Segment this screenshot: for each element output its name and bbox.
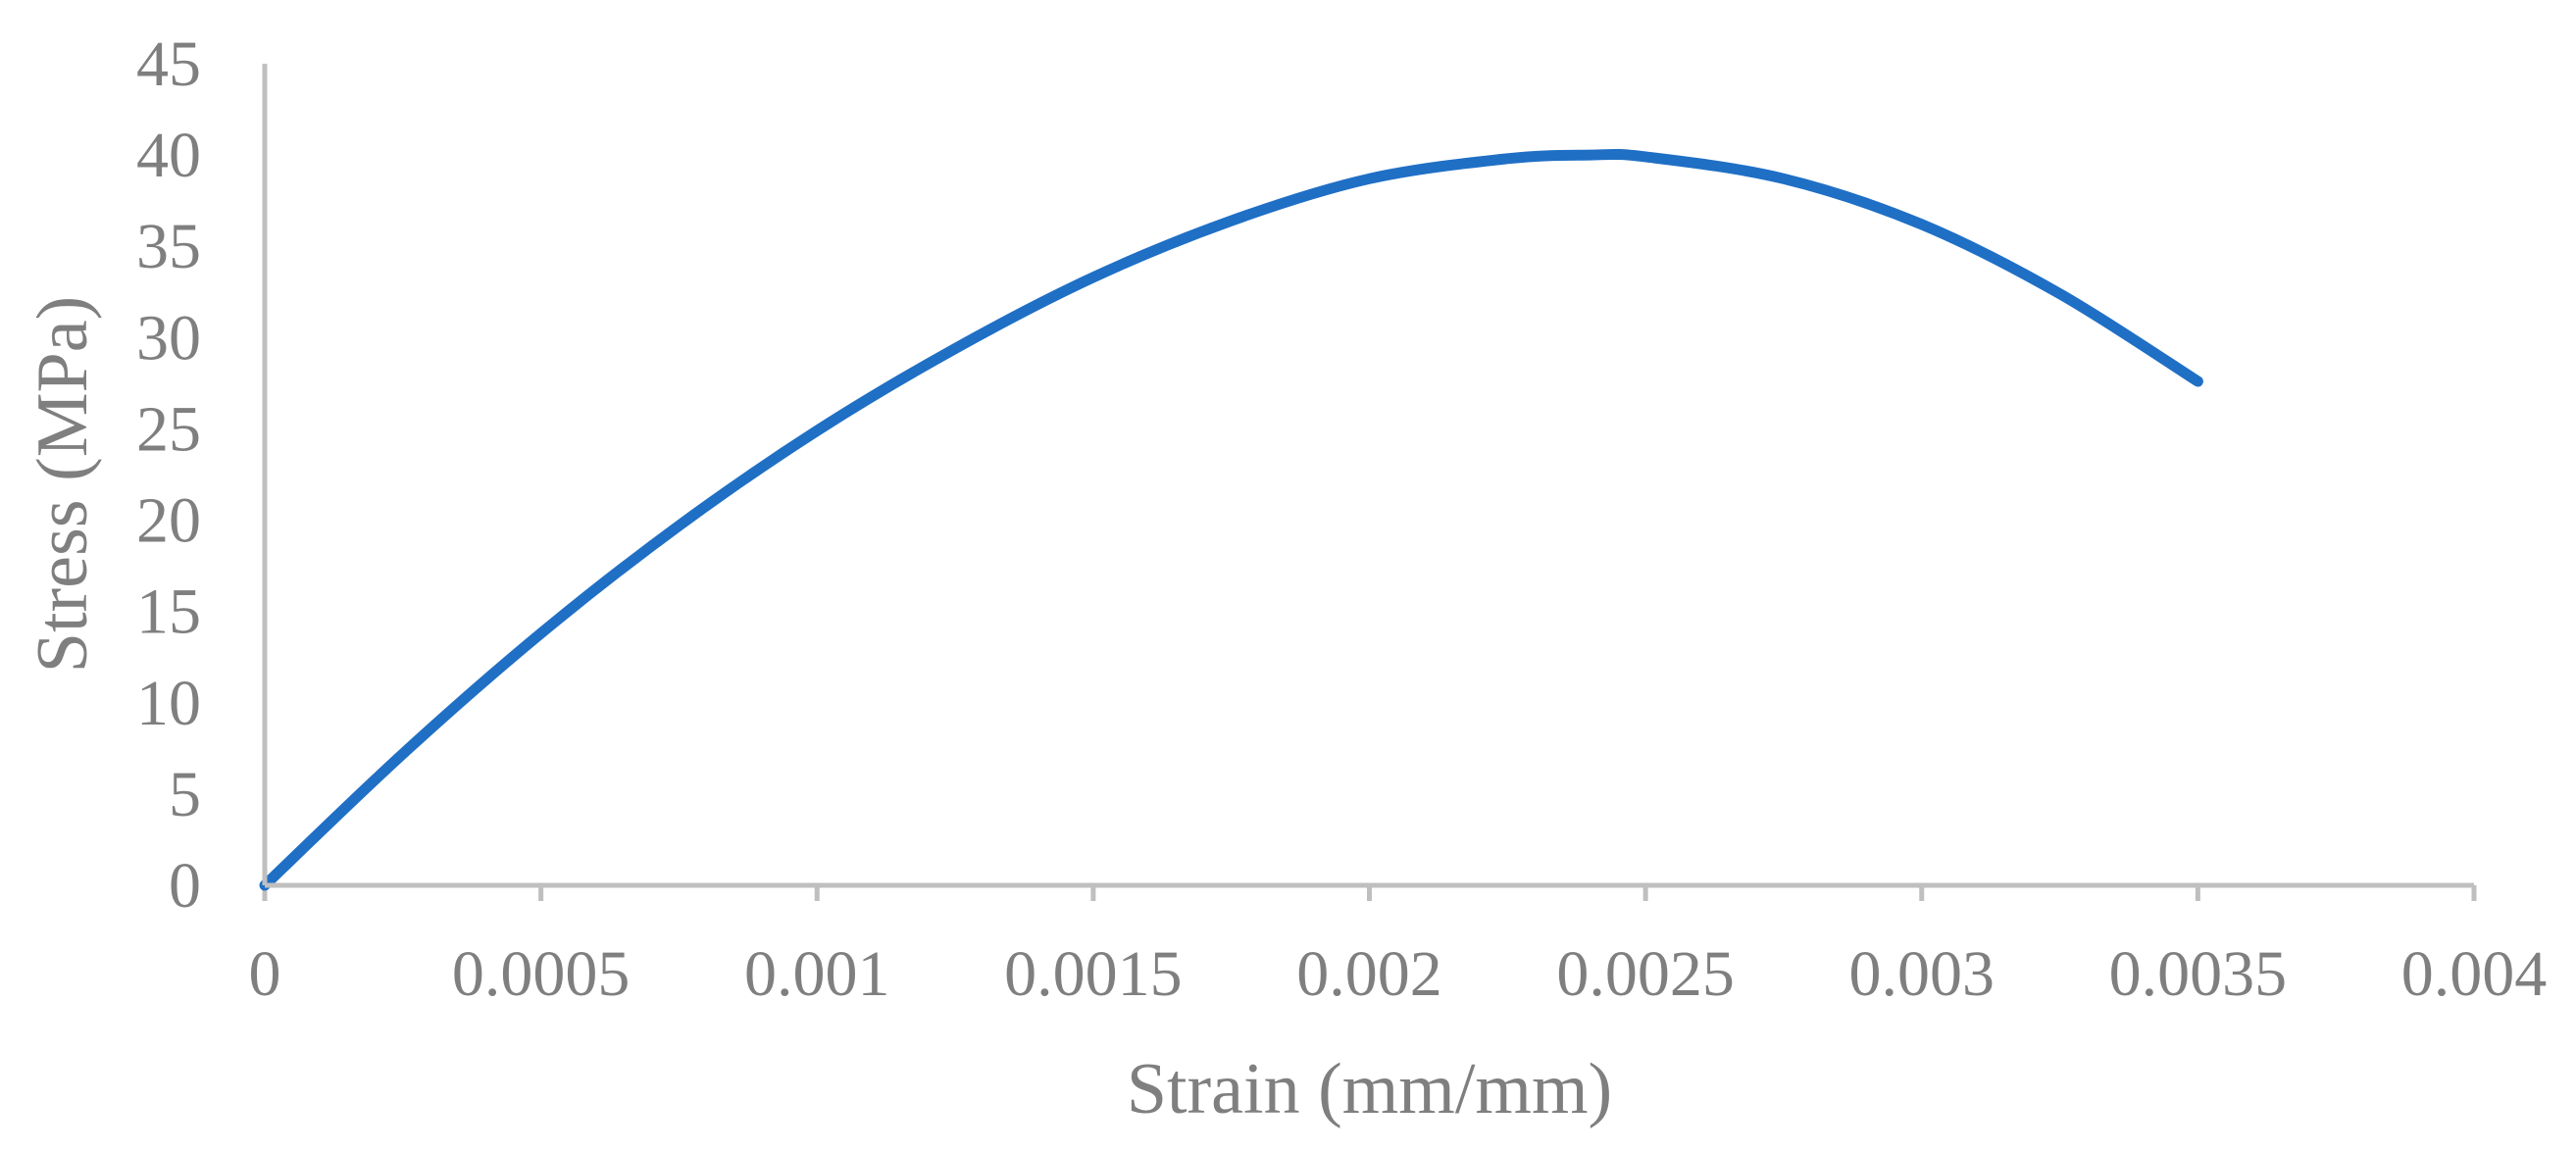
y-tick-label: 25: [136, 393, 201, 465]
x-tick-label: 0.0025: [1556, 938, 1735, 1010]
series-line: [259, 148, 2203, 891]
y-tick-label: 10: [136, 668, 201, 739]
y-axis-ticks: 0 5 10 15 20 25 30 35 40 45: [136, 28, 201, 922]
x-tick-label: 0.001: [744, 938, 890, 1010]
y-tick-label: 30: [136, 302, 201, 374]
x-tick-label: 0.0005: [452, 938, 631, 1010]
x-axis-title: Strain (mm/mm): [1127, 1049, 1612, 1129]
x-tick-label: 0.0035: [2109, 938, 2288, 1010]
y-tick-label: 35: [136, 211, 201, 282]
y-tick-label: 15: [136, 576, 201, 648]
y-tick-label: 20: [136, 485, 201, 557]
x-tick-label: 0.002: [1296, 938, 1442, 1010]
y-tick-label: 0: [169, 850, 201, 922]
y-axis-title: Stress (MPa): [23, 296, 103, 673]
x-axis-ticks: 0 0.0005 0.001 0.0015 0.002 0.0025 0.003 0.0035…: [249, 885, 2548, 1010]
x-tick-label: 0.0015: [1004, 938, 1183, 1010]
y-tick-label: 45: [136, 28, 201, 100]
x-tick-label: 0.004: [2401, 938, 2548, 1010]
y-tick-label: 5: [169, 759, 201, 830]
y-tick-label: 40: [136, 120, 201, 191]
x-tick-label: 0.003: [1849, 938, 1995, 1010]
series-layer: [259, 148, 2203, 891]
x-tick-label: 0: [249, 938, 281, 1010]
